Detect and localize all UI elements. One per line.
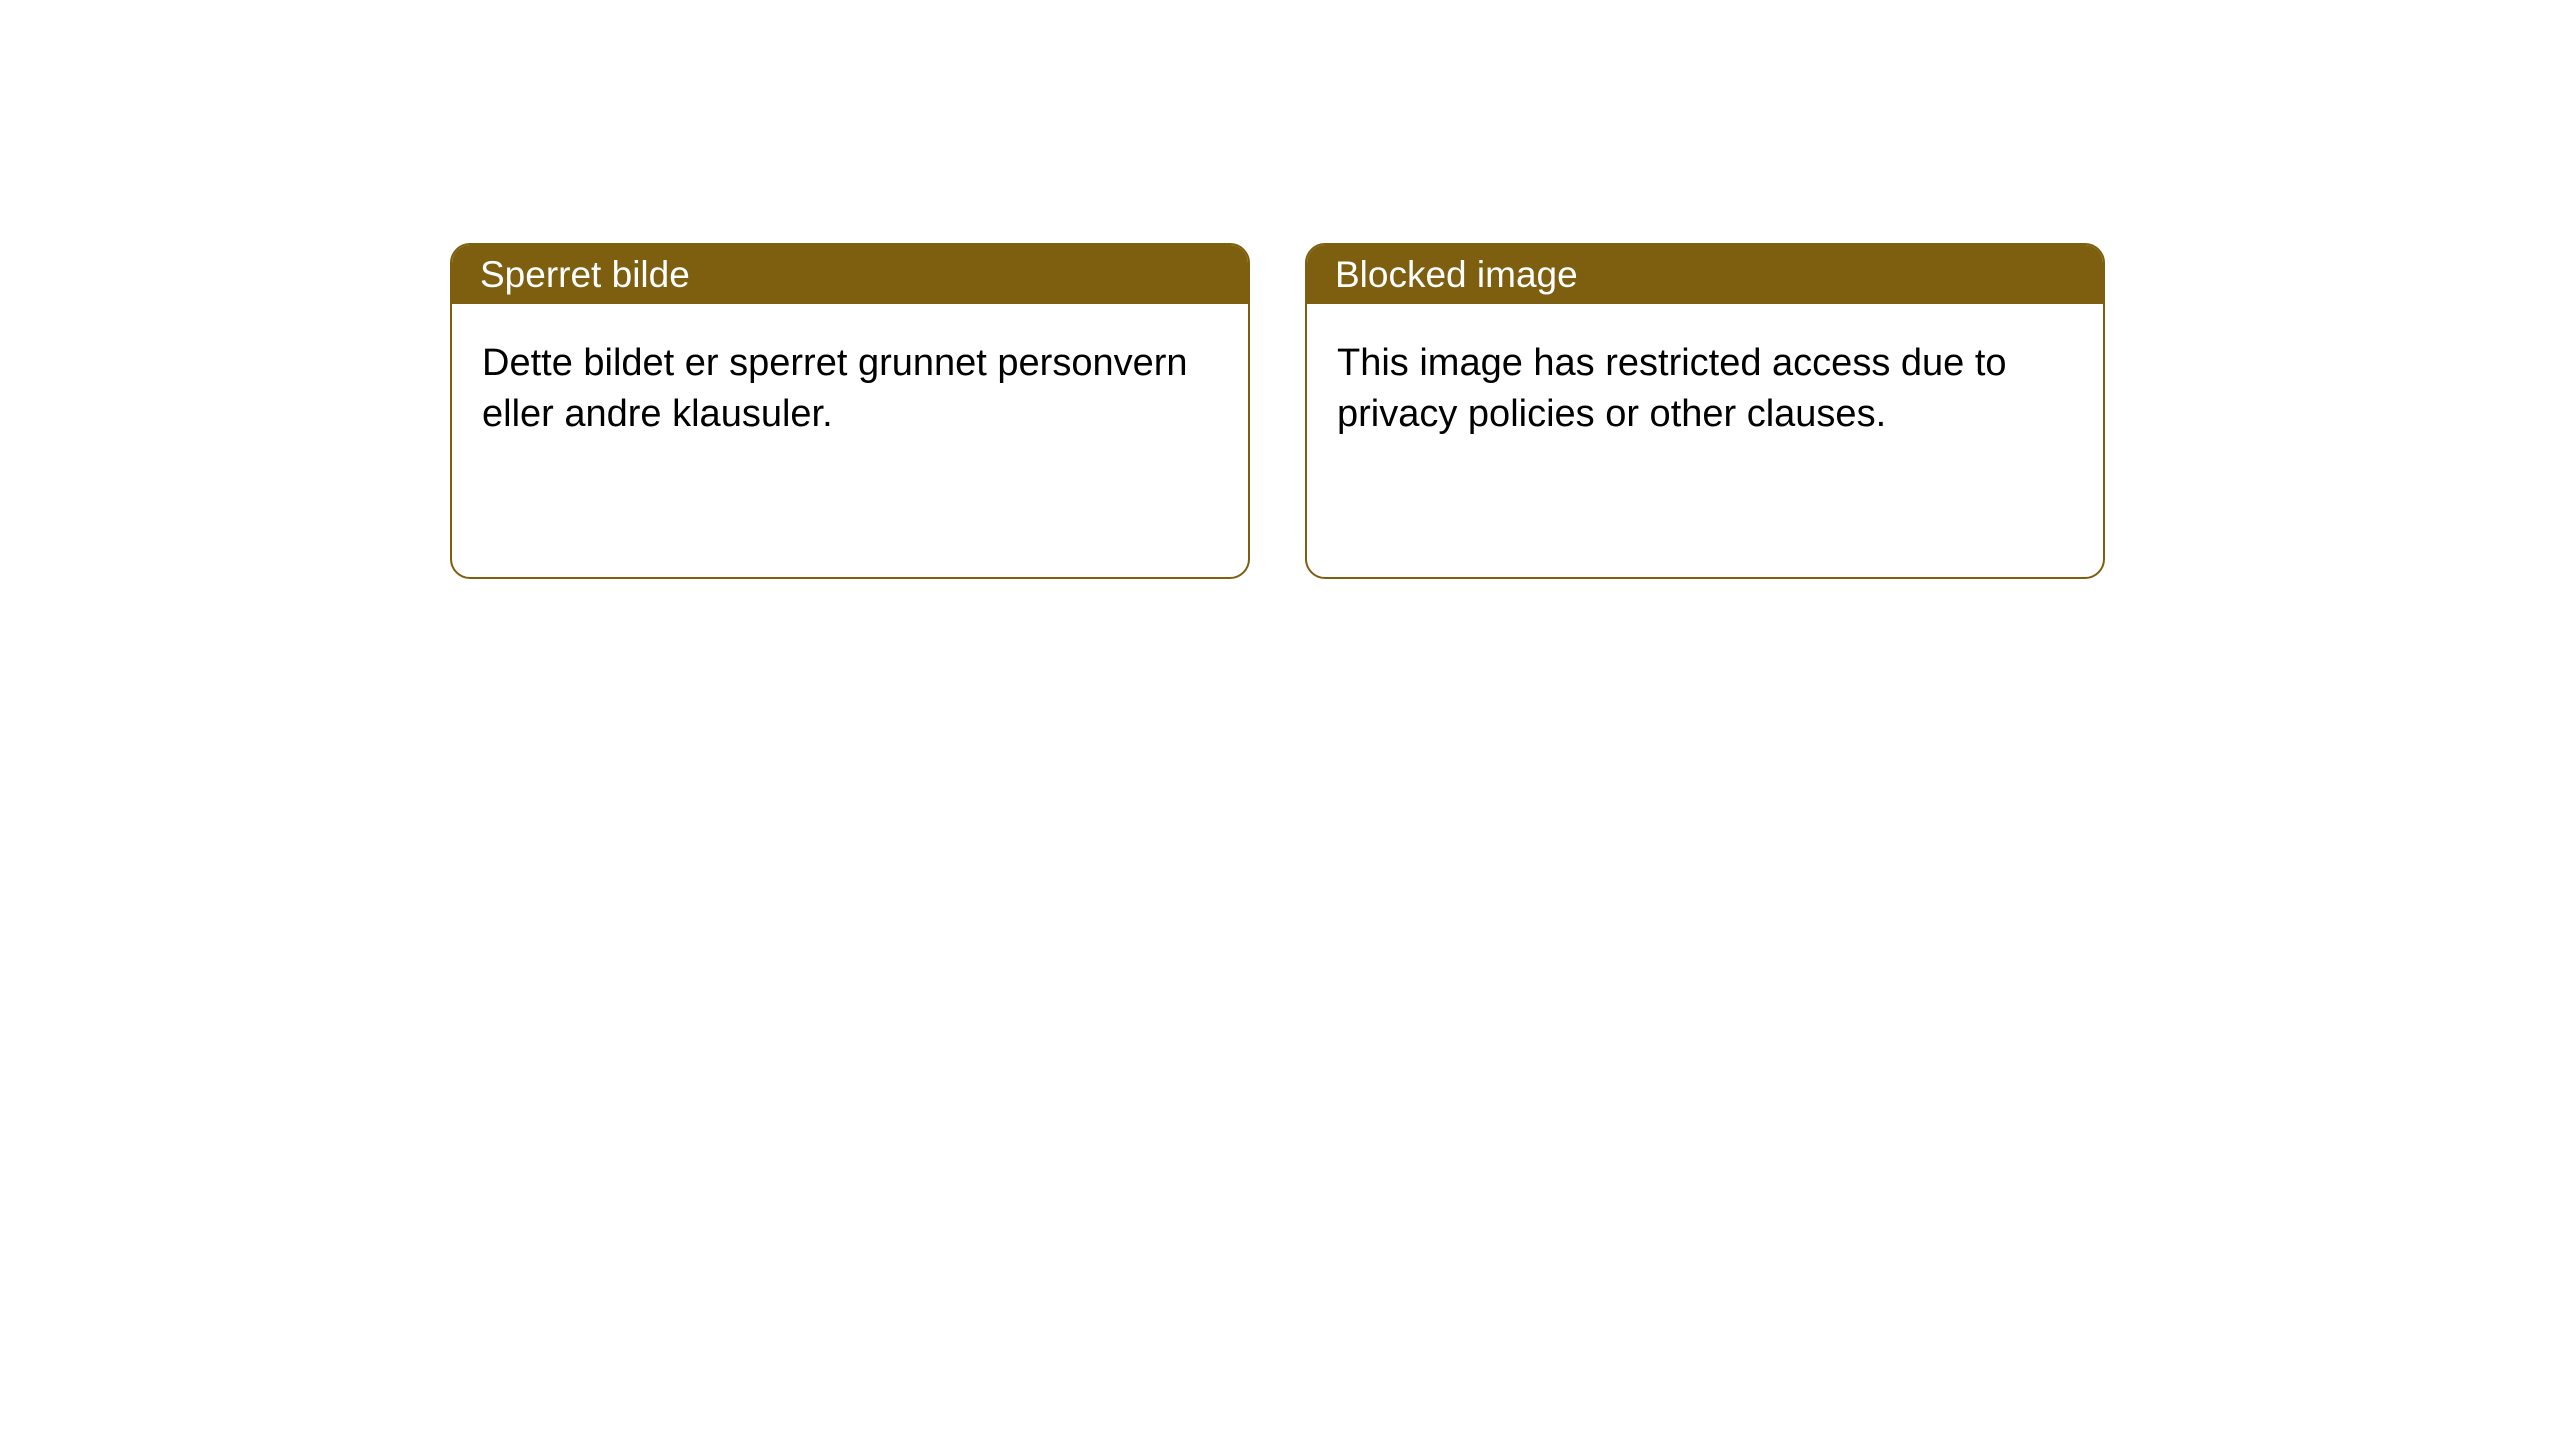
notice-card-english: Blocked image This image has restricted … [1305, 243, 2105, 579]
notice-body: This image has restricted access due to … [1307, 304, 2103, 475]
notices-container: Sperret bilde Dette bildet er sperret gr… [450, 243, 2105, 579]
notice-message: This image has restricted access due to … [1337, 338, 2073, 441]
notice-title: Sperret bilde [480, 254, 690, 296]
notice-message: Dette bildet er sperret grunnet personve… [482, 338, 1218, 441]
notice-header: Blocked image [1307, 245, 2103, 304]
notice-card-norwegian: Sperret bilde Dette bildet er sperret gr… [450, 243, 1250, 579]
notice-body: Dette bildet er sperret grunnet personve… [452, 304, 1248, 475]
notice-title: Blocked image [1335, 254, 1578, 296]
notice-header: Sperret bilde [452, 245, 1248, 304]
